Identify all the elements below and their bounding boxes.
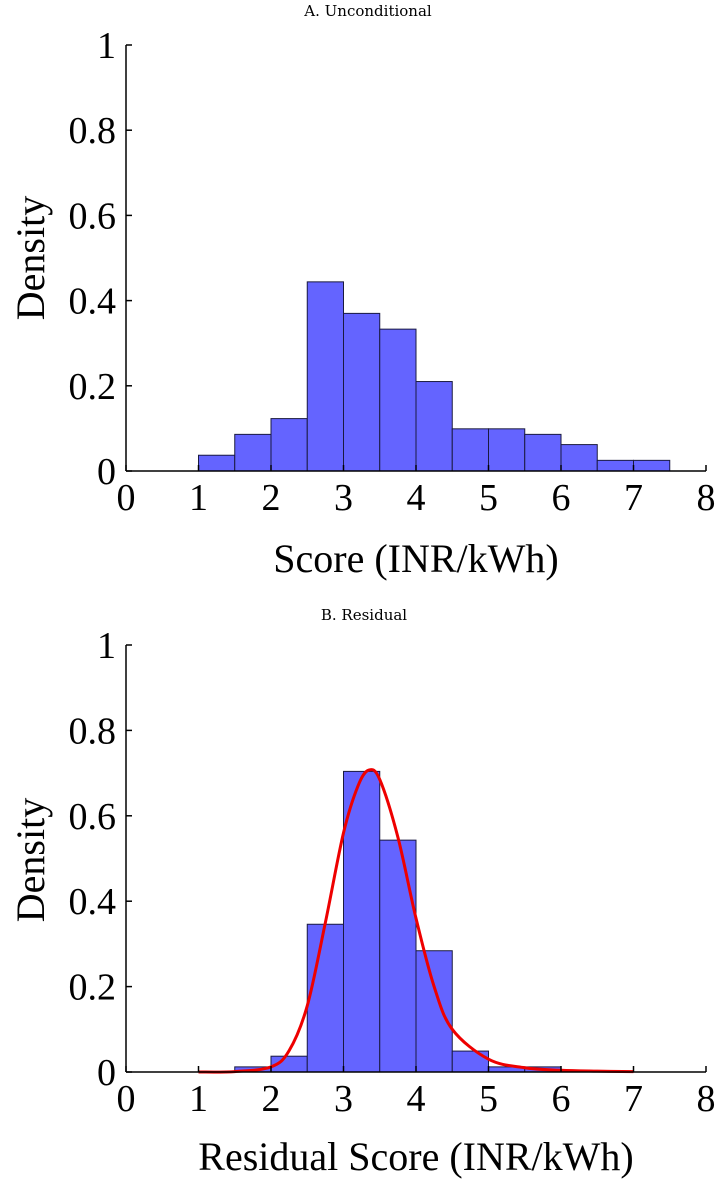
histogram-bar (560, 444, 598, 472)
y-tick-label: 1 (97, 25, 116, 67)
chart-title: B. Residual (321, 606, 407, 624)
y-tick-label: 0.8 (69, 110, 117, 152)
x-tick-label: 2 (262, 477, 281, 519)
histogram-bar (234, 433, 272, 472)
panel-unconditional: A. Unconditional 0 1 2 3 4 5 6 7 8 0 0.2 0.4 0.6 0.8 1… (8, 2, 716, 581)
x-tick-label: 1 (189, 1078, 208, 1120)
histogram-bar (451, 428, 489, 472)
histogram-bar (270, 418, 308, 472)
y-axis-label: Density (8, 798, 53, 922)
x-axis-label: Score (INR/kWh) (273, 536, 558, 581)
x-tick-label: 8 (697, 1078, 716, 1120)
y-tick-label: 0.2 (69, 967, 117, 1009)
histogram-bar (415, 950, 453, 1073)
x-tick-label: 3 (334, 477, 353, 519)
y-axis-label: Density (8, 196, 53, 320)
x-tick-label: 8 (697, 477, 716, 519)
x-tick-label: 4 (407, 477, 426, 519)
y-tick-label: 0.8 (69, 710, 117, 752)
histogram-bar (198, 454, 236, 472)
histogram-bars (198, 281, 671, 472)
histogram-bar (343, 312, 381, 472)
y-tick-label: 0 (97, 451, 116, 493)
x-tick-label: 4 (407, 1078, 426, 1120)
histogram-bar (379, 839, 417, 1073)
x-tick-label: 3 (334, 1078, 353, 1120)
x-tick-label: 7 (624, 1078, 643, 1120)
chart-title: A. Unconditional (303, 2, 432, 20)
x-tick-label: 5 (479, 477, 498, 519)
histogram-bar (596, 459, 634, 472)
y-tick-label: 0.4 (69, 281, 117, 323)
x-tick-label: 6 (552, 477, 571, 519)
histogram-bar (306, 281, 344, 472)
x-tick-label: 5 (479, 1078, 498, 1120)
x-axis-label: Residual Score (INR/kWh) (198, 1134, 633, 1179)
histogram-bar (306, 923, 344, 1073)
x-tick-label: 7 (624, 477, 643, 519)
histogram-bar (451, 1050, 489, 1073)
histogram-bar (379, 328, 417, 472)
density-fit-curve (198, 768, 634, 1074)
y-tick-label: 0.2 (69, 366, 117, 408)
axis-ticks: 0 1 2 3 4 5 6 7 8 0 0.2 0.4 0.6 0.8 1 (69, 625, 716, 1120)
x-tick-label: 2 (262, 1078, 281, 1120)
histogram-bar (488, 428, 526, 472)
y-tick-label: 1 (97, 625, 116, 667)
y-tick-label: 0.6 (69, 195, 117, 237)
axis-ticks: 0 1 2 3 4 5 6 7 8 0 0.2 0.4 0.6 0.8 1 (69, 25, 716, 519)
histogram-bar (415, 381, 453, 472)
x-tick-label: 1 (189, 477, 208, 519)
panel-residual: B. Residual 0 1 2 3 4 5 6 7 8 0 0.2 0.4 0.6 0.8 1 Resi… (8, 606, 716, 1179)
x-tick-label: 6 (552, 1078, 571, 1120)
histogram-bars (234, 770, 562, 1073)
y-tick-label: 0.4 (69, 881, 117, 923)
histogram-bar (524, 433, 562, 472)
x-tick-label: 0 (117, 1078, 136, 1120)
y-tick-label: 0 (97, 1052, 116, 1094)
x-tick-label: 0 (117, 477, 136, 519)
histogram-bar (633, 459, 671, 472)
y-tick-label: 0.6 (69, 796, 117, 838)
